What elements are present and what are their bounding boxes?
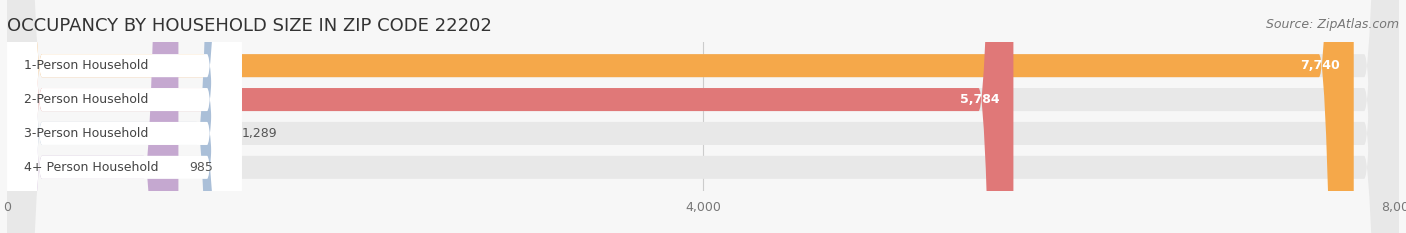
FancyBboxPatch shape	[7, 0, 1399, 233]
Text: 1-Person Household: 1-Person Household	[24, 59, 149, 72]
FancyBboxPatch shape	[7, 0, 232, 233]
FancyBboxPatch shape	[7, 0, 1399, 233]
FancyBboxPatch shape	[7, 0, 1354, 233]
FancyBboxPatch shape	[7, 0, 242, 233]
FancyBboxPatch shape	[7, 0, 1399, 233]
Text: 985: 985	[188, 161, 212, 174]
Text: 3-Person Household: 3-Person Household	[24, 127, 149, 140]
FancyBboxPatch shape	[7, 0, 179, 233]
FancyBboxPatch shape	[7, 0, 242, 233]
Text: 1,289: 1,289	[242, 127, 277, 140]
Text: Source: ZipAtlas.com: Source: ZipAtlas.com	[1265, 18, 1399, 31]
Text: 4+ Person Household: 4+ Person Household	[24, 161, 159, 174]
FancyBboxPatch shape	[7, 0, 242, 233]
FancyBboxPatch shape	[7, 0, 1399, 233]
Text: 7,740: 7,740	[1301, 59, 1340, 72]
FancyBboxPatch shape	[7, 0, 1014, 233]
Text: 2-Person Household: 2-Person Household	[24, 93, 149, 106]
Text: OCCUPANCY BY HOUSEHOLD SIZE IN ZIP CODE 22202: OCCUPANCY BY HOUSEHOLD SIZE IN ZIP CODE …	[7, 17, 492, 35]
FancyBboxPatch shape	[7, 0, 242, 233]
Text: 5,784: 5,784	[960, 93, 1000, 106]
